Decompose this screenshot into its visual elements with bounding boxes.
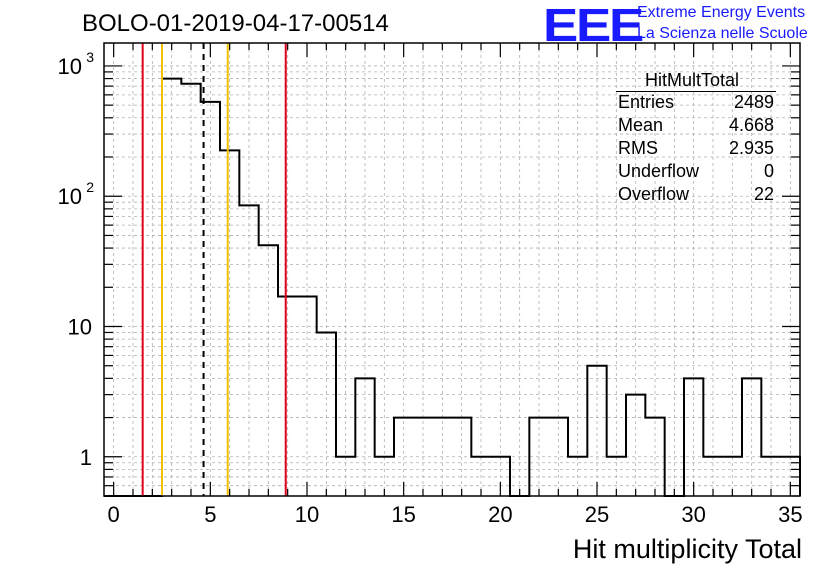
histogram-outline	[104, 77, 801, 497]
histogram-bin	[684, 378, 703, 496]
y-tick-label: 10	[58, 54, 82, 79]
logo-subtitle-1: Extreme Energy Events	[637, 4, 806, 21]
x-tick-label: 15	[391, 502, 415, 527]
x-tick-label: 20	[488, 502, 512, 527]
stats-value: 2489	[733, 92, 774, 112]
stats-key: Underflow	[618, 161, 700, 181]
histogram-bin	[355, 378, 374, 496]
stats-value: 0	[763, 161, 774, 181]
stats-key: Overflow	[618, 184, 690, 204]
stats-box: HitMultTotal Entries 2489 Mean 4.668 RMS…	[608, 70, 776, 210]
y-tick-label: 10	[68, 315, 92, 340]
chart-title: BOLO-01-2019-04-17-00514	[82, 10, 389, 37]
x-tick-label: 10	[295, 502, 319, 527]
stats-row-mean: Mean 4.668	[618, 115, 774, 137]
x-tick-label: 5	[204, 502, 216, 527]
stats-row-rms: RMS 2.935	[618, 138, 774, 160]
y-tick-exponent: 2	[86, 179, 94, 195]
y-tick-exponent: 3	[86, 49, 94, 65]
stats-key: Mean	[618, 115, 664, 135]
eee-logo: EEE	[543, 0, 644, 51]
stats-value: 22	[753, 184, 774, 204]
stats-row-underflow: Underflow 0	[618, 161, 774, 183]
x-tick-label: 25	[585, 502, 609, 527]
y-tick-label: 10	[58, 184, 82, 209]
histogram-bin	[742, 378, 761, 496]
stats-row-overflow: Overflow 22	[618, 184, 774, 206]
x-tick-label: 35	[778, 502, 802, 527]
logo-subtitle-2: La Scienza nelle Scuole	[637, 25, 808, 42]
x-tick-label: 30	[681, 502, 705, 527]
y-tick-label: 1	[80, 445, 92, 470]
stats-key: RMS	[618, 138, 658, 158]
x-tick-label: 0	[108, 502, 120, 527]
stats-title: HitMultTotal	[644, 70, 740, 90]
plot-frame	[103, 42, 801, 497]
stats-divider	[616, 91, 776, 92]
stats-key: Entries	[618, 92, 675, 112]
stats-value: 4.668	[728, 115, 774, 135]
stats-row-entries: Entries 2489	[618, 92, 774, 114]
x-axis-label: Hit multiplicity Total	[572, 534, 802, 564]
stats-value: 2.935	[728, 138, 774, 158]
